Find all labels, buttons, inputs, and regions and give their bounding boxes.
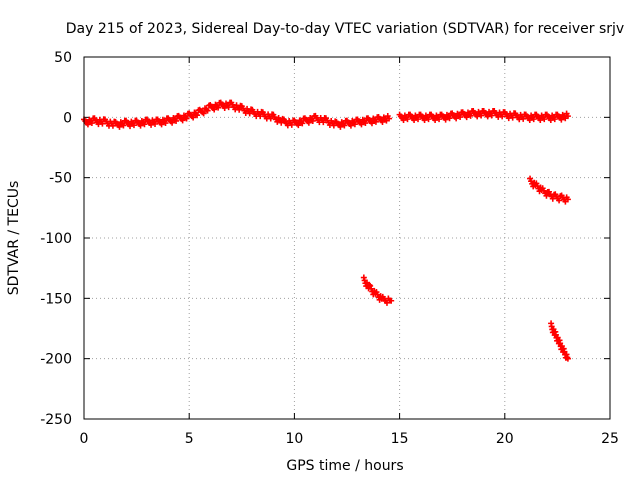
data-point bbox=[564, 113, 571, 120]
y-tick-label: 0 bbox=[63, 110, 72, 126]
x-tick-label: 10 bbox=[285, 431, 303, 447]
data-point bbox=[551, 116, 558, 123]
data-point bbox=[225, 104, 232, 111]
data-point bbox=[453, 115, 460, 122]
data-point bbox=[347, 122, 354, 129]
plot-frame bbox=[83, 56, 611, 420]
data-point bbox=[436, 116, 443, 123]
data-point bbox=[158, 121, 165, 128]
grid-lines bbox=[84, 57, 610, 419]
data-point bbox=[109, 122, 116, 129]
x-tick-label: 20 bbox=[496, 431, 514, 447]
y-tick-label: 50 bbox=[54, 50, 72, 66]
data-point bbox=[330, 122, 337, 129]
data-point bbox=[299, 120, 306, 127]
data-point bbox=[337, 123, 344, 130]
data-point bbox=[509, 114, 516, 121]
data-point bbox=[358, 121, 365, 128]
data-point bbox=[236, 106, 243, 113]
data-point bbox=[386, 115, 393, 122]
series-drop-22 bbox=[548, 320, 571, 362]
x-tick-label: 5 bbox=[185, 431, 194, 447]
data-point bbox=[368, 285, 375, 292]
data-point bbox=[190, 114, 197, 121]
data-point bbox=[530, 116, 537, 123]
y-tick-label: -150 bbox=[40, 291, 72, 307]
data-point bbox=[372, 118, 379, 125]
data-point bbox=[320, 119, 327, 126]
x-tick-label: 0 bbox=[80, 431, 89, 447]
data-point bbox=[442, 116, 449, 123]
series-track-15-23 bbox=[396, 108, 571, 124]
data-point bbox=[564, 196, 571, 203]
x-axis-label: GPS time / hours bbox=[286, 458, 403, 474]
chart-title: Day 215 of 2023, Sidereal Day-to-day VTE… bbox=[66, 21, 624, 37]
y-tick-label: -100 bbox=[40, 231, 72, 247]
y-tick-label: -250 bbox=[40, 412, 72, 428]
data-point bbox=[215, 104, 222, 111]
y-tick-label: -50 bbox=[49, 171, 72, 187]
data-point bbox=[211, 106, 218, 113]
data-point bbox=[520, 115, 527, 122]
data-point bbox=[341, 122, 348, 129]
data-point bbox=[467, 112, 474, 119]
data-point bbox=[99, 120, 106, 127]
data-point bbox=[404, 116, 411, 123]
series-drop-13 bbox=[360, 274, 395, 306]
data-point bbox=[130, 122, 137, 129]
data-point bbox=[541, 116, 548, 123]
data-point bbox=[84, 121, 91, 128]
data-point bbox=[564, 355, 571, 362]
data-point bbox=[388, 297, 395, 304]
data-point bbox=[446, 115, 453, 122]
data-point bbox=[137, 122, 144, 129]
x-tick-label: 15 bbox=[391, 431, 409, 447]
data-point bbox=[425, 116, 432, 123]
data-point bbox=[499, 113, 506, 120]
data-point bbox=[543, 192, 550, 199]
data-point bbox=[120, 122, 127, 129]
data-point bbox=[200, 110, 207, 117]
data-point bbox=[152, 120, 159, 127]
data-point bbox=[173, 117, 180, 124]
data-point bbox=[558, 116, 565, 123]
data-point bbox=[169, 119, 176, 126]
data-point bbox=[267, 115, 274, 122]
x-tick-label: 25 bbox=[601, 431, 619, 447]
data-point bbox=[368, 120, 375, 127]
data-point bbox=[351, 121, 358, 128]
data-point bbox=[278, 119, 285, 126]
data-point bbox=[88, 120, 95, 127]
data-point bbox=[246, 110, 253, 117]
data-points bbox=[81, 99, 571, 362]
data-point bbox=[478, 112, 485, 119]
data-point bbox=[162, 120, 169, 127]
y-tick-label: -200 bbox=[40, 352, 72, 368]
data-point bbox=[288, 121, 295, 128]
data-point bbox=[305, 119, 312, 126]
data-point bbox=[295, 122, 302, 129]
data-point bbox=[488, 112, 495, 119]
data-point bbox=[379, 118, 386, 125]
data-point bbox=[257, 113, 264, 120]
y-axis-label: SDTVAR / TECUs bbox=[6, 181, 22, 296]
data-point bbox=[362, 120, 369, 127]
data-point bbox=[179, 117, 186, 124]
data-point bbox=[141, 121, 148, 128]
data-point bbox=[194, 112, 201, 119]
data-point bbox=[415, 116, 422, 123]
series-drop-21 bbox=[527, 175, 571, 205]
data-point bbox=[457, 114, 464, 121]
data-point bbox=[463, 114, 470, 121]
series-main-track bbox=[81, 99, 393, 130]
data-point bbox=[116, 123, 123, 130]
axis-ticks: 0 5 10 15 20 25 50 0 -50 -100 -150 -200 -250 bbox=[40, 50, 619, 447]
data-point bbox=[367, 282, 374, 289]
data-point bbox=[204, 107, 211, 114]
data-point bbox=[309, 117, 316, 124]
data-point bbox=[556, 197, 563, 204]
data-point bbox=[549, 195, 556, 202]
data-point bbox=[183, 115, 190, 122]
